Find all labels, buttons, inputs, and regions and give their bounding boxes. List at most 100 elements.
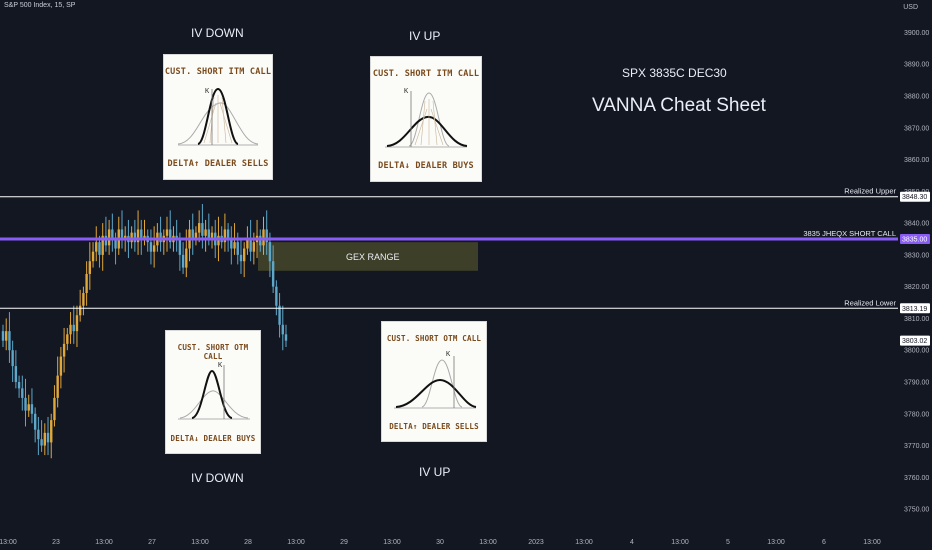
candle-body [72,324,75,332]
candle-body [53,397,56,421]
last-price-tag [900,335,930,346]
candle-body [69,324,72,335]
candle-body [133,232,137,243]
candle-body [5,331,8,341]
y-tick-label: 3880.00 [904,93,929,100]
strike-label: K [446,350,451,358]
candle-body [178,238,182,255]
vanna-card-bottom-left: CUST. SHORT OTM CALL K DELTA↓ DEALER BUY… [165,330,261,454]
symbol-label: S&P 500 Index, 15, SP [4,2,76,9]
currency-label: USD [903,4,918,11]
gex-range-zone [258,242,478,271]
card-title: CUST. SHORT OTM CALL [177,343,249,361]
candle-body [265,229,268,243]
vanna-card-bottom-right: CUST. SHORT OTM CALL K DELTA↑ DEALER SEL… [381,321,487,442]
strike-label: K [205,87,210,95]
level-price-tag [900,303,930,314]
candle-body [169,229,172,243]
candle-body [242,248,246,262]
candle-body [281,324,284,335]
level-price-tag [900,191,930,202]
x-tick-label: 13:00 [767,539,785,546]
candle-body [230,238,233,249]
candle-body [207,229,211,239]
candle-body [27,404,30,411]
distribution-sketch-icon [385,91,468,148]
candle-body [107,229,111,246]
candle-body [85,273,88,294]
candle-body [143,235,146,239]
candle-body [111,229,114,239]
x-tick-label: 28 [244,539,252,546]
y-tick-label: 3800.00 [904,348,929,355]
y-tick-label: 3820.00 [904,284,929,291]
y-tick-label: 3750.00 [904,507,929,514]
candle-body [78,305,82,316]
candle-body [98,242,101,255]
x-tick-label: 13:00 [575,539,593,546]
x-tick-label: 13:00 [671,539,689,546]
candle-body [82,293,85,306]
last-price-text: 3803.02 [902,338,927,345]
candle-body [37,429,40,440]
card-caption: DELTA↓ DEALER BUYS [170,434,256,443]
x-tick-label: 23 [52,539,60,546]
candle-body [259,235,262,246]
level-label: Realized Upper [844,187,896,196]
chart-title: SPX 3835C DEC30 [622,66,727,80]
candle-body [249,238,252,252]
candle-body [130,232,133,243]
iv-up-bottom-label: IV UP [419,465,451,479]
gex-range-label: GEX RANGE [346,252,400,262]
x-tick-label: 30 [436,539,444,546]
candle-body [236,242,239,255]
x-tick-label: 5 [726,539,730,546]
iv-down-top-label: IV DOWN [191,26,244,40]
candle-body [30,404,34,414]
candle-body [239,254,243,262]
distribution-sketch-icon [394,356,477,409]
y-tick-label: 3900.00 [904,30,929,37]
x-tick-label: 2023 [528,539,544,546]
candle-body [56,375,59,398]
candle-body [175,235,178,239]
distribution-sketch-icon [177,87,259,146]
y-tick-label: 3790.00 [904,379,929,386]
strike-label: K [404,87,409,95]
candle-body [268,242,272,262]
y-tick-label: 3770.00 [904,443,929,450]
candle-body [210,232,214,239]
x-tick-label: 13:00 [0,539,17,546]
candle-body [284,334,288,341]
candle-body [101,235,104,255]
candle-body [62,343,66,357]
candle-body [1,331,5,341]
candle-body [75,315,79,332]
x-tick-label: 13:00 [191,539,209,546]
candle-body [185,248,188,268]
candle-body [226,229,230,239]
level-price-tag [900,233,930,244]
level-price-text: 3835.00 [902,236,927,243]
x-tick-label: 29 [340,539,348,546]
candle-body [149,242,153,252]
candle-body [191,229,194,239]
distribution-sketch-icon [178,365,250,420]
card-title: CUST. SHORT ITM CALL [164,67,272,77]
card-title: CUST. SHORT OTM CALL [386,334,482,343]
candle-body [271,261,275,287]
candle-body [181,254,185,268]
candle-body [201,223,204,236]
x-tick-label: 13:00 [95,539,113,546]
x-tick-label: 13:00 [383,539,401,546]
strike-label: K [218,361,223,369]
candle-body [46,432,50,443]
y-tick-label: 3830.00 [904,252,929,259]
candle-body [8,331,11,351]
iv-up-top-label: IV UP [409,29,441,43]
level-price-text: 3848.30 [902,194,927,201]
y-tick-label: 3810.00 [904,316,929,323]
candle-body [120,229,124,239]
x-tick-label: 6 [822,539,826,546]
